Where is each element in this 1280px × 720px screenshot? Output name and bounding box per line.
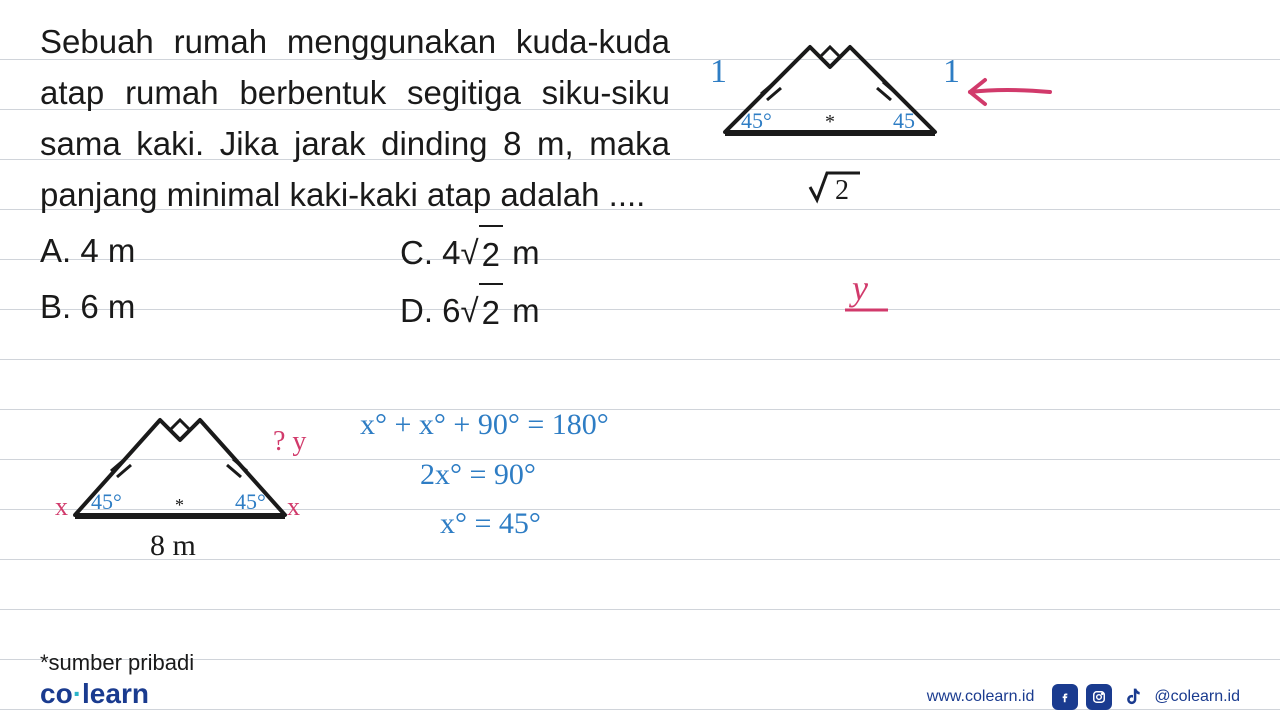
tri1-right-angle: 45: [893, 108, 915, 133]
sqrt-d: √2: [461, 281, 503, 339]
brand-co: co: [40, 678, 73, 709]
tri2-star: *: [175, 495, 184, 515]
footer-left: *sumber pribadi co·learn: [40, 650, 194, 710]
option-c: C. 4√2 m: [400, 223, 680, 281]
option-c-arg: 2: [479, 225, 503, 283]
footer-url: www.colearn.id: [927, 688, 1035, 706]
footer-right: www.colearn.id @colearn.id: [927, 684, 1240, 710]
option-d-unit: m: [503, 292, 540, 329]
equations-block: x° + x° + 90° = 180° 2x° = 90° x° = 45°: [360, 400, 609, 549]
social-icons: @colearn.id: [1052, 684, 1240, 710]
content-area: Sebuah rumah menggunakan kuda-kuda atap …: [0, 0, 1280, 355]
sumber-pribadi: *sumber pribadi: [40, 650, 194, 676]
y-label: y: [849, 268, 868, 308]
tri1-star: *: [825, 111, 835, 133]
option-c-unit: m: [503, 234, 540, 271]
tri2-left-angle: 45°: [91, 489, 122, 514]
red-arrow-icon: [955, 70, 1065, 120]
tri2-right-x: x: [287, 492, 300, 521]
option-a: A. 4 m: [40, 223, 400, 279]
options-row: A. 4 m B. 6 m C. 4√2 m D. 6√2 m: [40, 223, 1240, 339]
option-d-prefix: D. 6: [400, 292, 461, 329]
tri2-left-x: x: [55, 492, 68, 521]
tri2-qy: ? y: [273, 426, 306, 457]
option-d: D. 6√2 m: [400, 281, 680, 339]
eq-line-3: x° = 45°: [360, 499, 609, 549]
tri1-left-1: 1: [710, 53, 727, 90]
y-annotation: y: [840, 268, 900, 328]
instagram-icon: [1086, 684, 1112, 710]
tri2-bottom: 8 m: [150, 529, 196, 562]
facebook-icon: [1052, 684, 1078, 710]
option-b: B. 6 m: [40, 279, 400, 335]
option-c-prefix: C. 4: [400, 234, 461, 271]
tri1-left-angle: 45°: [741, 108, 772, 133]
brand-logo: co·learn: [40, 678, 194, 710]
triangle-annotation-top: 1 1 45° 45 *: [705, 32, 965, 172]
brand-learn: learn: [82, 678, 149, 709]
sqrt-c: √2: [461, 223, 503, 281]
brand-dot: ·: [73, 678, 82, 709]
eq-line-1: x° + x° + 90° = 180°: [360, 400, 609, 450]
sqrt2-arg: 2: [835, 175, 849, 206]
question-text: Sebuah rumah menggunakan kuda-kuda atap …: [40, 16, 670, 221]
tri2-right-angle: 45°: [235, 489, 266, 514]
footer: *sumber pribadi co·learn www.colearn.id …: [0, 650, 1280, 710]
eq-line-2: 2x° = 90°: [360, 450, 609, 500]
sqrt2-annotation: 2: [805, 165, 885, 215]
triangle-annotation-bottom: x x 45° 45° * 8 m ? y: [55, 395, 335, 585]
tiktok-icon: [1120, 684, 1146, 710]
option-d-arg: 2: [479, 283, 503, 341]
social-handle: @colearn.id: [1154, 688, 1240, 706]
